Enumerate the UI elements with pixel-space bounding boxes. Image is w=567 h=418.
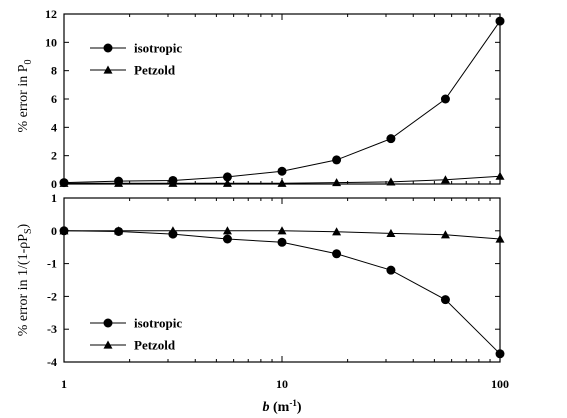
legend-marker-circle — [103, 318, 113, 328]
x-tick-label: 10 — [276, 377, 288, 391]
data-point-petzold — [168, 178, 178, 187]
data-point-petzold — [495, 171, 505, 180]
legend-marker-circle — [103, 43, 113, 53]
x-tick-labels: 1 10 100 — [61, 377, 509, 391]
data-point-petzold — [277, 178, 287, 187]
y-tick-label: 6 — [51, 92, 57, 106]
y-tick-label: 12 — [45, 7, 57, 21]
data-point-petzold — [332, 178, 342, 187]
data-point-isotropic — [277, 166, 287, 176]
y-tick-label: 4 — [51, 120, 57, 134]
y-tick-label: -4 — [47, 355, 57, 369]
plot-frame — [63, 197, 501, 363]
legend-marker-triangle — [103, 340, 113, 349]
top-y-axis-label: % error in P0 — [16, 59, 34, 132]
top-panel: 0 2 4 6 8 10 12 isotropic Petzold — [45, 7, 505, 191]
bottom-panel: -4 -3 -2 -1 0 1 isotropic Petzold — [47, 191, 505, 369]
legend-marker-triangle — [103, 65, 113, 74]
series-line-isotropic — [63, 230, 501, 355]
data-point-isotropic — [440, 295, 450, 305]
data-point-petzold — [222, 178, 232, 187]
y-tick-label: 0 — [51, 224, 57, 238]
data-point-petzold — [495, 234, 505, 243]
data-point-petzold — [59, 226, 69, 235]
data-point-isotropic — [495, 349, 505, 359]
y-tick-label: -2 — [47, 289, 57, 303]
plot-frame — [63, 13, 501, 185]
x-tick-label: 1 — [61, 377, 67, 391]
data-point-petzold — [114, 226, 124, 235]
series-line-isotropic — [63, 20, 501, 184]
data-point-petzold — [59, 178, 69, 187]
data-point-isotropic — [332, 155, 342, 165]
y-tick-label: 2 — [51, 149, 57, 163]
y-tick-label: 1 — [51, 191, 57, 205]
y-tick-label: 8 — [51, 64, 57, 78]
data-point-petzold — [114, 178, 124, 187]
legend-label: isotropic — [134, 41, 182, 56]
data-point-isotropic — [222, 172, 232, 182]
data-point-petzold — [332, 227, 342, 236]
data-point-petzold — [168, 226, 178, 235]
data-point-isotropic — [222, 234, 232, 244]
data-point-isotropic — [386, 134, 396, 144]
y-tick-label: -3 — [47, 322, 57, 336]
x-tick-label: 100 — [491, 377, 509, 391]
data-point-isotropic — [495, 16, 505, 26]
y-tick-label: 0 — [51, 177, 57, 191]
y-tick-label: -1 — [47, 257, 57, 271]
data-point-isotropic — [277, 237, 287, 247]
y-tick-label: 10 — [45, 35, 57, 49]
data-point-petzold — [222, 226, 232, 235]
data-point-petzold — [277, 226, 287, 235]
data-point-isotropic — [440, 94, 450, 104]
legend-label: Petzold — [134, 63, 176, 78]
data-point-petzold — [440, 175, 450, 184]
data-point-petzold — [440, 230, 450, 239]
data-point-petzold — [386, 228, 396, 238]
legend-label: Petzold — [134, 338, 176, 353]
x-axis-label: b (m-1) — [263, 398, 302, 415]
data-point-petzold — [386, 177, 396, 186]
legend-label: isotropic — [134, 316, 182, 331]
data-point-isotropic — [332, 249, 342, 259]
bottom-y-axis-label: % error in 1/(1-ρPS) — [16, 223, 34, 336]
data-point-isotropic — [386, 265, 396, 275]
